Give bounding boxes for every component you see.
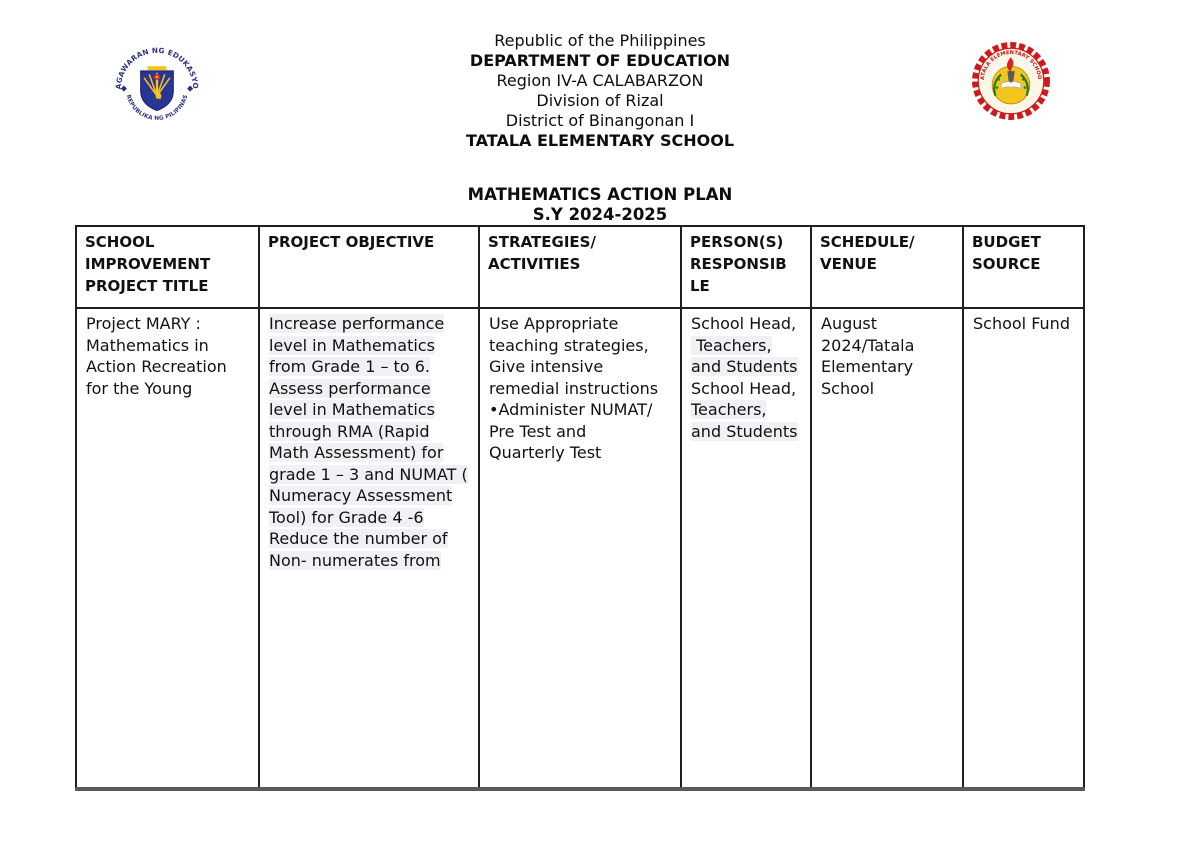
laurel-left-icon [993, 73, 1002, 97]
project-description-text: Mathematics in Action Recreation for the… [86, 335, 227, 398]
flame-core-icon [155, 75, 159, 79]
objective-paragraph: Reduce the number of Non- numerates from [269, 528, 470, 571]
laurel-leaf-icon [995, 86, 999, 89]
laurel-leaf-icon [1021, 77, 1025, 81]
objective-paragraph: Assess performance level in Mathematics … [269, 378, 470, 529]
cell-project-title: Project MARY : Mathematics in Action Rec… [75, 307, 260, 791]
cell-strategies-activities: Use Appropriate teaching strategies, Giv… [478, 307, 682, 791]
persons-line: and Students [691, 421, 802, 443]
open-book-icon [1000, 81, 1022, 89]
action-plan-table: SCHOOL IMPROVEMENT PROJECT TITLE PROJECT… [75, 225, 1085, 791]
col-header-project-objective: PROJECT OBJECTIVE [258, 225, 480, 309]
laurel-right-icon [1020, 73, 1029, 97]
strategy-paragraph: •Administer NUMAT/ Pre Test and Quarterl… [489, 400, 653, 462]
cell-budget-source: School Fund [962, 307, 1085, 791]
objective-paragraph: Increase performance level in Mathematic… [269, 313, 470, 378]
highlighted-text: Assess performance level in Mathematics … [269, 378, 468, 527]
strategy-paragraph: Use Appropriate teaching strategies, [489, 314, 649, 355]
diamond-separator-left-icon [120, 85, 127, 92]
highlighted-text: Increase performance level in Mathematic… [269, 314, 445, 376]
col-header-schedule-venue: SCHEDULE/ VENUE [810, 225, 964, 309]
project-name-text: Project MARY : [86, 314, 201, 333]
col-header-persons-responsible: PERSON(S) RESPONSIBLE [680, 225, 812, 309]
persons-line: School Head, [691, 314, 797, 333]
deped-shield-icon [140, 66, 174, 112]
philippines-map-icon [157, 92, 162, 100]
letterhead-line-school: TATALA ELEMENTARY SCHOOL [465, 131, 735, 150]
letterhead-line-region: Region IV-A CALABARZON [496, 71, 704, 90]
scalloped-border-icon [972, 42, 1050, 120]
schedule-line: Elementary [821, 357, 914, 376]
highlighted-text: and Students [691, 421, 798, 441]
diamond-separator-right-icon [187, 85, 194, 92]
persons-line: and Students [691, 356, 802, 378]
letterhead: Republic of the Philippines DEPARTMENT O… [0, 31, 1200, 151]
persons-line: Teachers, [691, 335, 802, 357]
persons-line: Teachers, [691, 399, 802, 421]
highlighted-text: Teachers, [691, 335, 772, 355]
deped-seal-logo: KAGAWARAN NG EDUKASYON REPUBLIKA NG PILI… [114, 46, 200, 132]
strategy-paragraph: Give intensive remedial instructions [489, 357, 659, 398]
schedule-line: 2024/Tatala [821, 335, 915, 355]
cell-persons-responsible: School Head, Teachers, and Students Scho… [680, 307, 812, 791]
laurel-leaf-icon [1023, 86, 1027, 89]
cell-project-objective: Increase performance level in Mathematic… [258, 307, 480, 791]
school-seal-logo: TATALA ELEMENTARY SCHOOL [970, 40, 1050, 120]
letterhead-line-district: District of Binangonan I [505, 111, 695, 130]
document-title-line2: S.Y 2024-2025 [532, 205, 668, 224]
table-row: Project MARY : Mathematics in Action Rec… [75, 307, 1085, 791]
col-header-project-title: SCHOOL IMPROVEMENT PROJECT TITLE [75, 225, 260, 309]
highlighted-text: Teachers, [691, 400, 767, 419]
col-header-budget-source: BUDGET SOURCE [962, 225, 1085, 309]
highlighted-text: Reduce the number of Non- numerates from [269, 529, 448, 570]
document-title: MATHEMATICS ACTION PLAN S.Y 2024-2025 [0, 185, 1200, 225]
torch-icon [1007, 71, 1015, 84]
letterhead-line-division: Division of Rizal [536, 91, 664, 110]
letterhead-line-republic: Republic of the Philippines [494, 31, 706, 50]
letterhead-line-department: DEPARTMENT OF EDUCATION [469, 51, 731, 70]
document-title-line1: MATHEMATICS ACTION PLAN [467, 185, 733, 204]
highlighted-text: and Students [691, 357, 798, 376]
laurel-leaf-icon [997, 77, 1001, 81]
schedule-line: August [821, 314, 877, 333]
budget-text: School Fund [973, 314, 1070, 333]
header-row: SCHOOL IMPROVEMENT PROJECT TITLE PROJECT… [75, 225, 1085, 309]
cell-schedule-venue: August 2024/Tatala Elementary School [810, 307, 964, 791]
flame-icon [1006, 57, 1014, 72]
col-header-strategies-activities: STRATEGIES/ ACTIVITIES [478, 225, 682, 309]
torch-handle-icon [155, 79, 159, 99]
persons-line: School Head, [691, 378, 797, 398]
schedule-line: School [821, 378, 875, 398]
